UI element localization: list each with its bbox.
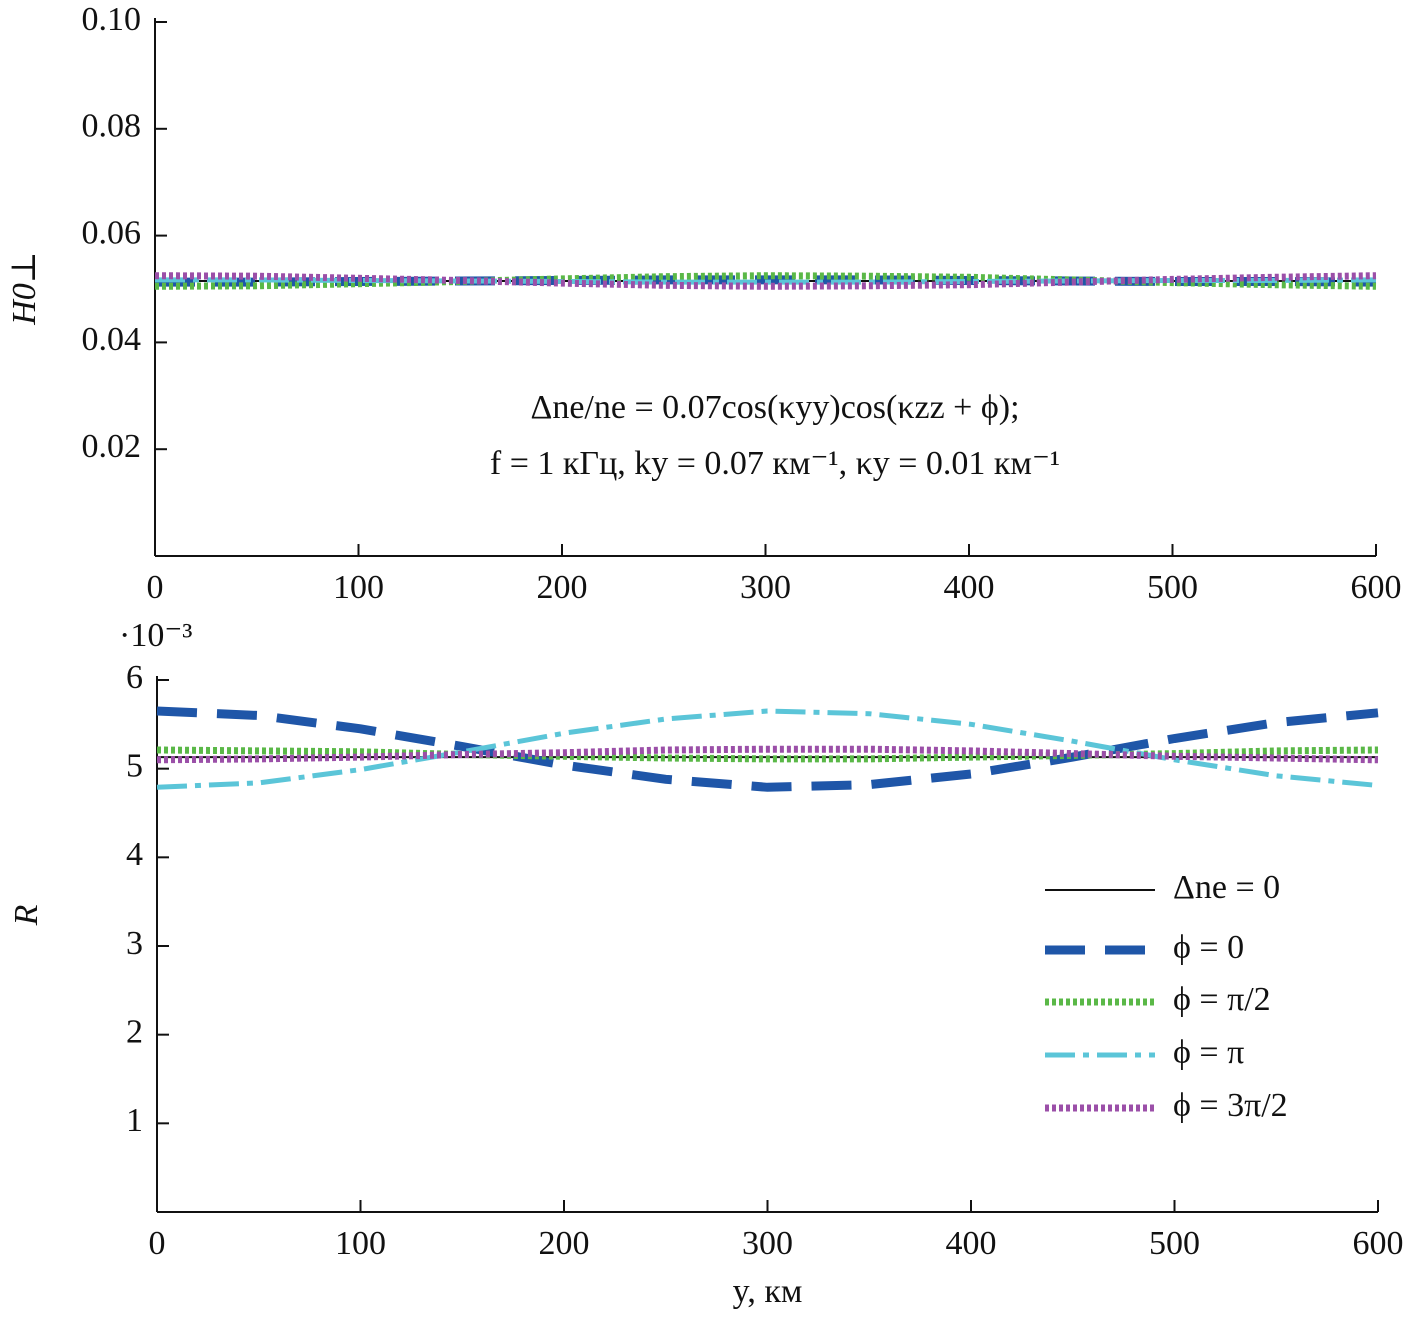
y-tick-label: 3: [126, 925, 143, 962]
x-tick-label: 400: [946, 1225, 997, 1262]
data-line: [156, 745, 1379, 764]
legend-label: ϕ = π/2: [1173, 981, 1271, 1018]
x-axis-label: y, км: [733, 1273, 803, 1310]
y-axis-label: R: [8, 904, 45, 926]
y-tick-label: 2: [126, 1013, 143, 1050]
legend-label: ϕ = 3π/2: [1173, 1087, 1288, 1124]
y-tick-label: 0.04: [82, 321, 142, 358]
y-tick-label: 5: [126, 747, 143, 784]
x-tick-label: 600: [1353, 1225, 1404, 1262]
x-tick-label: 200: [539, 1225, 590, 1262]
y-tick-label: 0.06: [82, 214, 142, 251]
legend-label: Δne = 0: [1173, 869, 1280, 906]
legend-label: ϕ = π: [1173, 1034, 1244, 1071]
y-tick-label: 1: [126, 1102, 143, 1139]
y-tick-label: 0.02: [82, 428, 142, 465]
y-tick-label: 6: [126, 659, 143, 696]
x-tick-label: 300: [740, 569, 791, 606]
data-line: [156, 706, 1379, 792]
y-tick-label: 4: [126, 836, 143, 873]
x-tick-label: 200: [537, 569, 588, 606]
x-tick-label: 400: [944, 569, 995, 606]
legend-label: ϕ = 0: [1173, 929, 1244, 966]
x-tick-label: 600: [1351, 569, 1402, 606]
x-tick-label: 500: [1147, 569, 1198, 606]
x-tick-label: 100: [333, 569, 384, 606]
x-tick-label: 100: [335, 1225, 386, 1262]
annotation: f = 1 кГц, ky = 0.07 км⁻¹, κy = 0.01 км⁻…: [490, 445, 1060, 482]
x-tick-label: 0: [149, 1225, 166, 1262]
y-tick-label: 0.10: [82, 1, 142, 38]
x-tick-label: 0: [147, 569, 164, 606]
annotation: Δne/ne = 0.07cos(κyy)cos(κzz + ϕ);: [530, 389, 1019, 426]
x-tick-label: 500: [1149, 1225, 1200, 1262]
y-axis-label: H0⊥: [6, 251, 43, 326]
data-line: [154, 272, 1377, 290]
x-tick-label: 300: [742, 1225, 793, 1262]
y-tick-label: 0.08: [82, 108, 142, 145]
axis-multiplier: ·10⁻³: [119, 617, 192, 654]
